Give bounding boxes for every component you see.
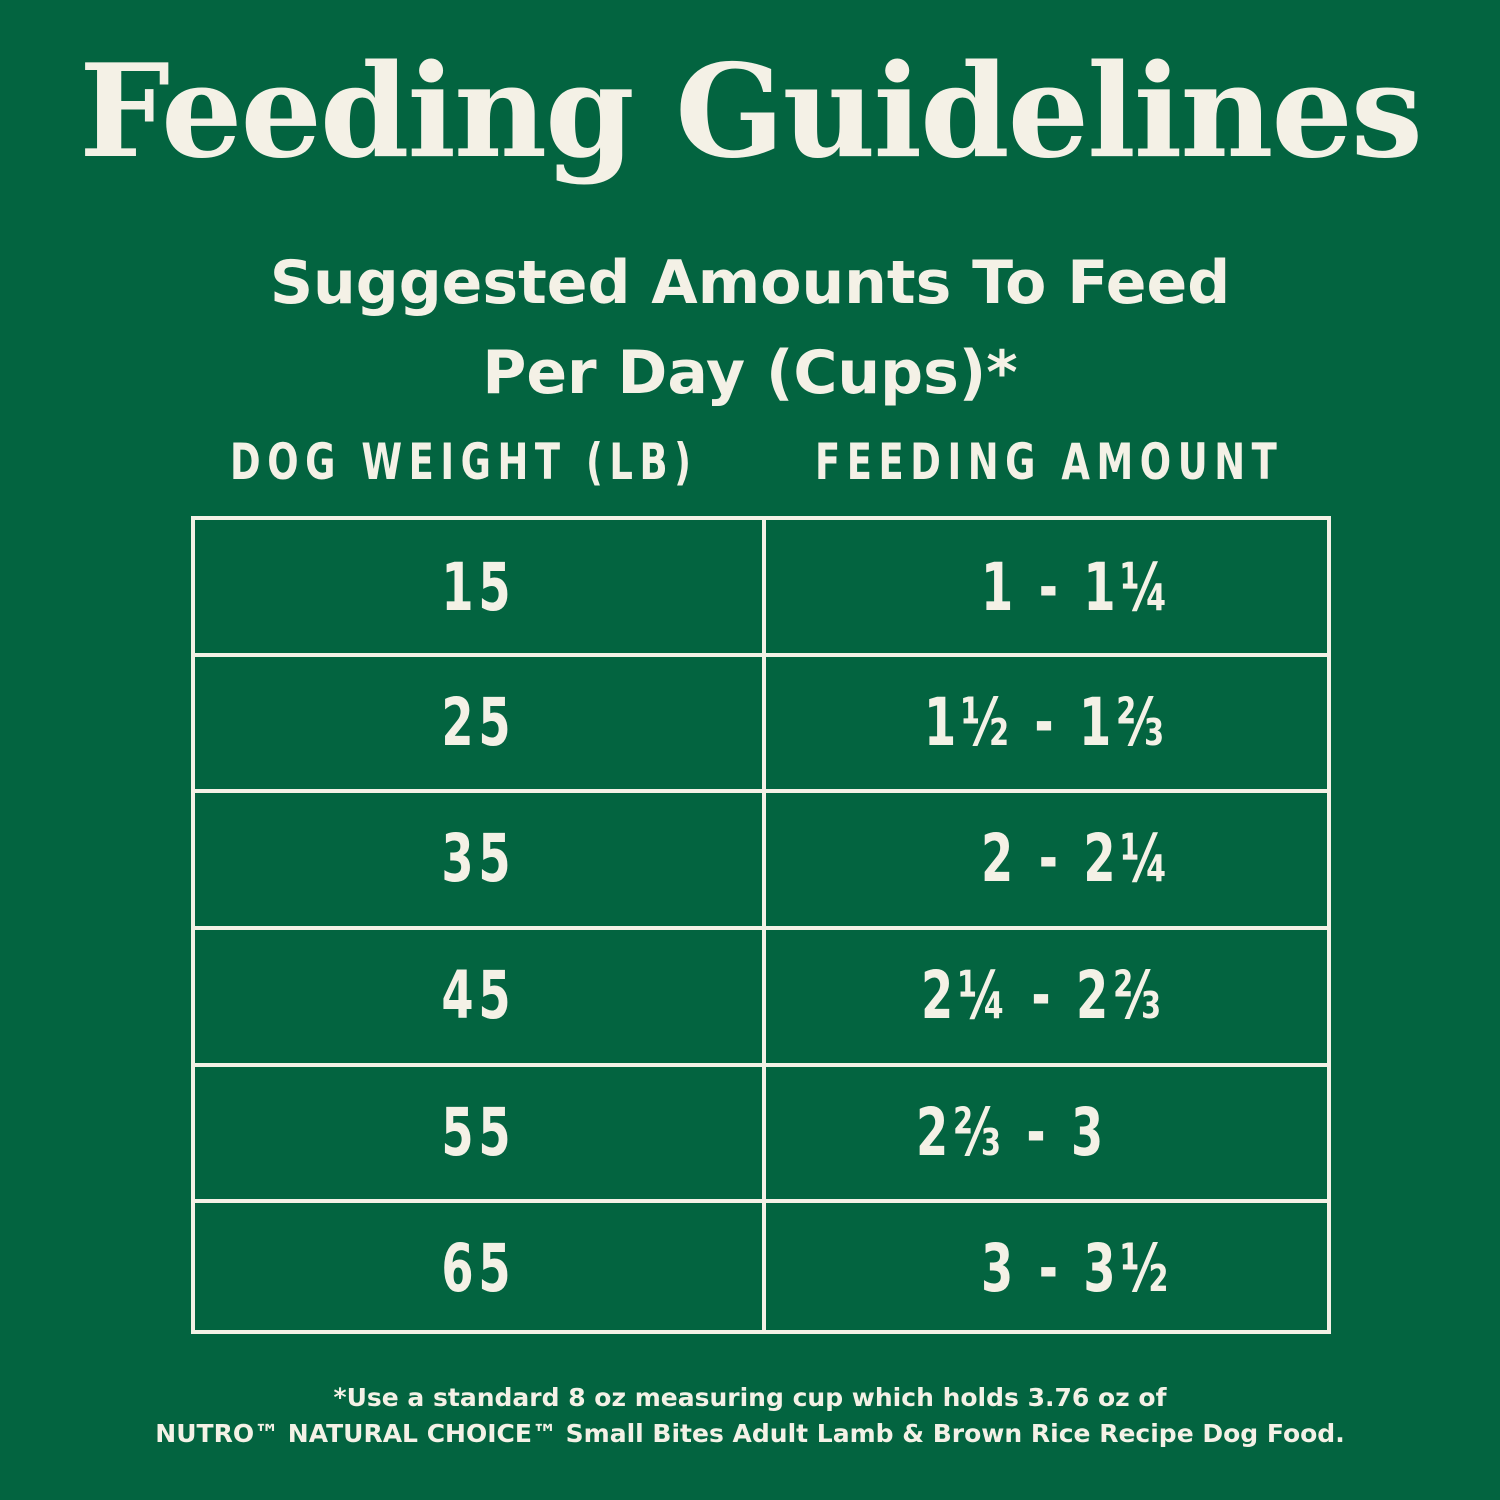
amount-cell: 2⅔ - 3 [916, 1094, 1108, 1171]
weight-cell: 15 [441, 549, 516, 626]
page-title: Feeding Guidelines [79, 37, 1423, 187]
amount-cell: 1 - 1¼ [981, 549, 1173, 626]
weight-cell: 65 [441, 1230, 516, 1307]
table-row: 35 2 - 2¼ [195, 789, 1327, 924]
weight-cell: 55 [441, 1094, 516, 1171]
table-row: 15 1 - 1¼ [195, 520, 1327, 655]
amount-cell: 2 - 2¼ [981, 820, 1173, 897]
subtitle: Suggested Amounts To Feed Per Day (Cups)… [0, 238, 1500, 418]
weight-cell: 45 [441, 957, 516, 1034]
weight-cell: 25 [441, 684, 516, 761]
table-row: 25 1½ - 1⅔ [195, 653, 1327, 788]
subtitle-line-1: Suggested Amounts To Feed [269, 248, 1231, 318]
subtitle-line-2: Per Day (Cups)* [482, 338, 1018, 408]
footnote-line-2: NUTRO™ NATURAL CHOICE™ Small Bites Adult… [155, 1419, 1345, 1448]
column-header-feeding-amount: FEEDING AMOUNT [815, 433, 1284, 491]
table-row: 45 2¼ - 2⅔ [195, 926, 1327, 1061]
column-header-dog-weight: DOG WEIGHT (LB) [230, 433, 698, 491]
amount-cell: 3 - 3½ [981, 1230, 1173, 1307]
amount-cell: 1½ - 1⅔ [924, 684, 1169, 761]
footnote: *Use a standard 8 oz measuring cup which… [0, 1380, 1500, 1452]
feeding-table: 15 1 - 1¼ 25 1½ - 1⅔ 35 2 - 2¼ 45 2¼ - 2… [191, 516, 1331, 1334]
table-row: 65 3 - 3½ [195, 1199, 1327, 1334]
table-column-divider [762, 520, 766, 1330]
weight-cell: 35 [441, 820, 516, 897]
footnote-line-1: *Use a standard 8 oz measuring cup which… [333, 1383, 1167, 1412]
table-row: 55 2⅔ - 3 [195, 1063, 1327, 1198]
amount-cell: 2¼ - 2⅔ [921, 957, 1166, 1034]
